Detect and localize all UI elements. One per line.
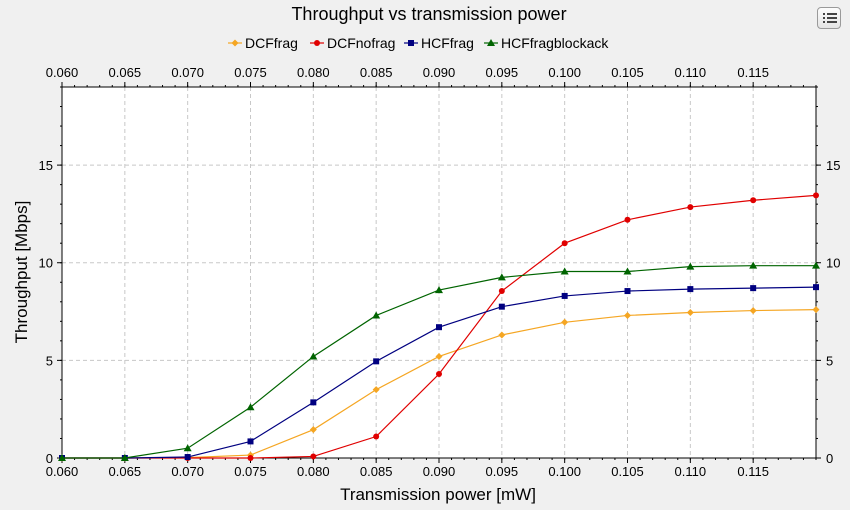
series-layer [58,192,820,462]
axes: 0.060 0.060 0.065 0.065 0.070 0.070 0.075 0.075… [39,65,841,479]
y-tick-label-right: 0 [826,451,833,466]
data-point [120,454,129,461]
legend-item: HCFfragblockack [484,35,609,51]
data-point [812,261,820,269]
data-point [686,262,695,270]
data-point [561,240,568,247]
data-point [435,286,443,294]
legend-item: HCFfrag [404,35,474,51]
legend: DCFfrag DCFnofrag HCFfrag HCFfragblockack [228,35,609,51]
data-point [372,311,381,319]
x-tick-label: 0.080 [297,464,330,479]
data-point [310,399,317,406]
y-tick-label: 0 [46,451,53,466]
data-point [749,261,758,269]
y-tick-label: 5 [46,353,53,368]
list-icon [823,13,837,23]
y-tick-label-right: 10 [826,256,840,271]
data-point [624,216,631,223]
data-point [309,352,318,360]
legend-item: DCFnofrag [310,35,395,51]
plot-border [61,86,817,459]
legend-label: DCFnofrag [327,35,395,51]
x-tick-label-top: 0.085 [360,65,393,80]
legend-marker [314,40,320,46]
data-point [498,288,505,295]
data-point [497,273,506,281]
data-point [687,204,694,211]
data-point [561,318,569,326]
x-tick-label: 0.075 [234,464,267,479]
x-tick-label-top: 0.100 [548,65,581,80]
data-point [813,284,819,291]
x-tick-label: 0.065 [109,464,142,479]
x-tick-label-top: 0.090 [423,65,456,80]
x-tick-label-top: 0.060 [46,65,79,80]
data-point [498,303,505,310]
data-point [750,197,757,204]
y-axis-label: Throughput [Mbps] [12,201,31,344]
data-point [436,371,442,378]
data-point [498,331,506,339]
y-tick-label-right: 15 [826,158,840,173]
x-tick-label: 0.115 [737,464,769,479]
x-tick-label-top: 0.080 [297,65,330,80]
x-tick-label-top: 0.075 [234,65,267,80]
data-point [309,426,317,434]
legend-label: HCFfragblockack [501,35,609,51]
y-tick-label-right: 5 [826,353,833,368]
data-point [436,324,442,331]
data-point [58,454,66,461]
data-point [623,267,632,275]
y-tick-label: 10 [39,256,53,271]
legend-marker [487,39,495,46]
data-point [247,455,254,461]
legend-label: HCFfrag [421,35,474,51]
x-tick-label: 0.095 [486,464,519,479]
legend-label: DCFfrag [245,35,298,51]
data-point [687,286,694,293]
x-tick-label-top: 0.095 [486,65,519,80]
x-tick-label: 0.105 [611,464,644,479]
data-point [310,453,317,460]
x-axis-label: Transmission power [mW] [340,485,536,504]
y-tick-label: 15 [39,158,53,173]
data-point [750,285,757,292]
data-point [183,444,192,452]
x-tick-label: 0.070 [171,464,204,479]
series-HCFfragblockack [58,261,820,461]
data-point [184,454,191,461]
data-point [560,267,569,275]
x-tick-label: 0.090 [423,464,456,479]
chart-menu-button[interactable] [817,7,841,29]
x-tick-label-top: 0.110 [675,65,707,80]
chart-title: Throughput vs transmission power [291,4,566,24]
data-point [812,306,820,314]
data-point [373,358,380,365]
data-point [246,403,255,411]
data-point [813,192,819,199]
data-point [624,311,631,319]
legend-marker [408,40,414,46]
data-point [373,433,380,440]
x-tick-label-top: 0.065 [109,65,142,80]
data-point [435,352,443,360]
x-tick-label-top: 0.105 [611,65,644,80]
legend-item: DCFfrag [228,35,298,51]
x-tick-label-top: 0.070 [171,65,204,80]
data-point [749,307,757,315]
data-point [561,292,568,299]
x-tick-label: 0.060 [46,464,79,479]
data-point [686,309,694,317]
x-tick-label: 0.100 [548,464,581,479]
data-point [624,288,631,295]
x-tick-label-top: 0.115 [737,65,769,80]
data-point [372,386,380,394]
x-tick-label: 0.085 [360,464,393,479]
data-point [247,438,254,445]
x-tick-label: 0.110 [675,464,707,479]
legend-marker [231,39,239,47]
